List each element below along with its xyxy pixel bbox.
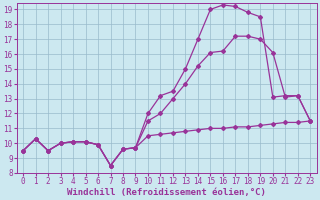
- X-axis label: Windchill (Refroidissement éolien,°C): Windchill (Refroidissement éolien,°C): [67, 188, 266, 197]
